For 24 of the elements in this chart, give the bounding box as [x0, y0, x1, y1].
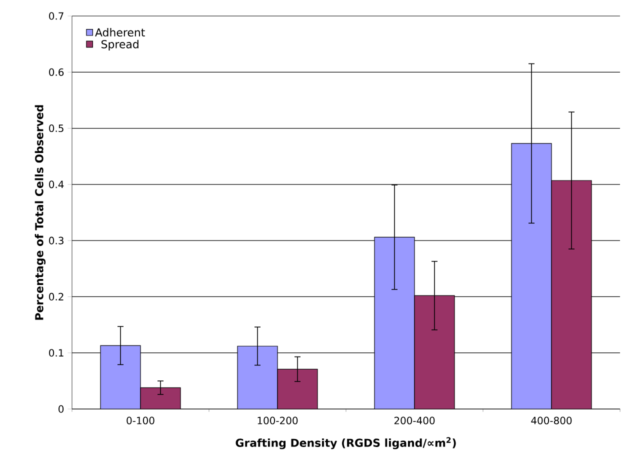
y-tick-label: 0.1 — [49, 349, 64, 357]
y-axis-title: Percentage of Total Cells Observed — [34, 105, 46, 320]
y-tick-label: 0.7 — [49, 12, 64, 20]
legend-label: Adherent — [95, 28, 145, 37]
bar — [374, 236, 415, 409]
x-tick-label: 200-400 — [394, 416, 435, 424]
y-tick-label: 0.2 — [49, 292, 64, 300]
bar — [237, 346, 278, 409]
bar — [551, 180, 592, 409]
y-tick-label: 0.4 — [49, 180, 64, 188]
x-tick-label: 100-200 — [258, 416, 298, 424]
bar — [100, 345, 141, 409]
bar — [140, 387, 181, 409]
x-axis-title: Grafting Density (RGDS ligand/∝m$^{2}$) — [236, 437, 456, 450]
y-tick-label: 0.6 — [49, 68, 64, 76]
y-tick-label: 0.5 — [49, 124, 64, 132]
bar — [511, 143, 552, 409]
bar — [277, 368, 318, 409]
bar — [414, 295, 455, 409]
y-tick-label: 0 — [58, 405, 64, 413]
legend-label: Spread — [102, 40, 138, 50]
x-tick-label: 0-100 — [126, 416, 154, 424]
y-tick-label: 0.3 — [49, 236, 64, 244]
x-tick-label: 400-800 — [531, 416, 572, 424]
